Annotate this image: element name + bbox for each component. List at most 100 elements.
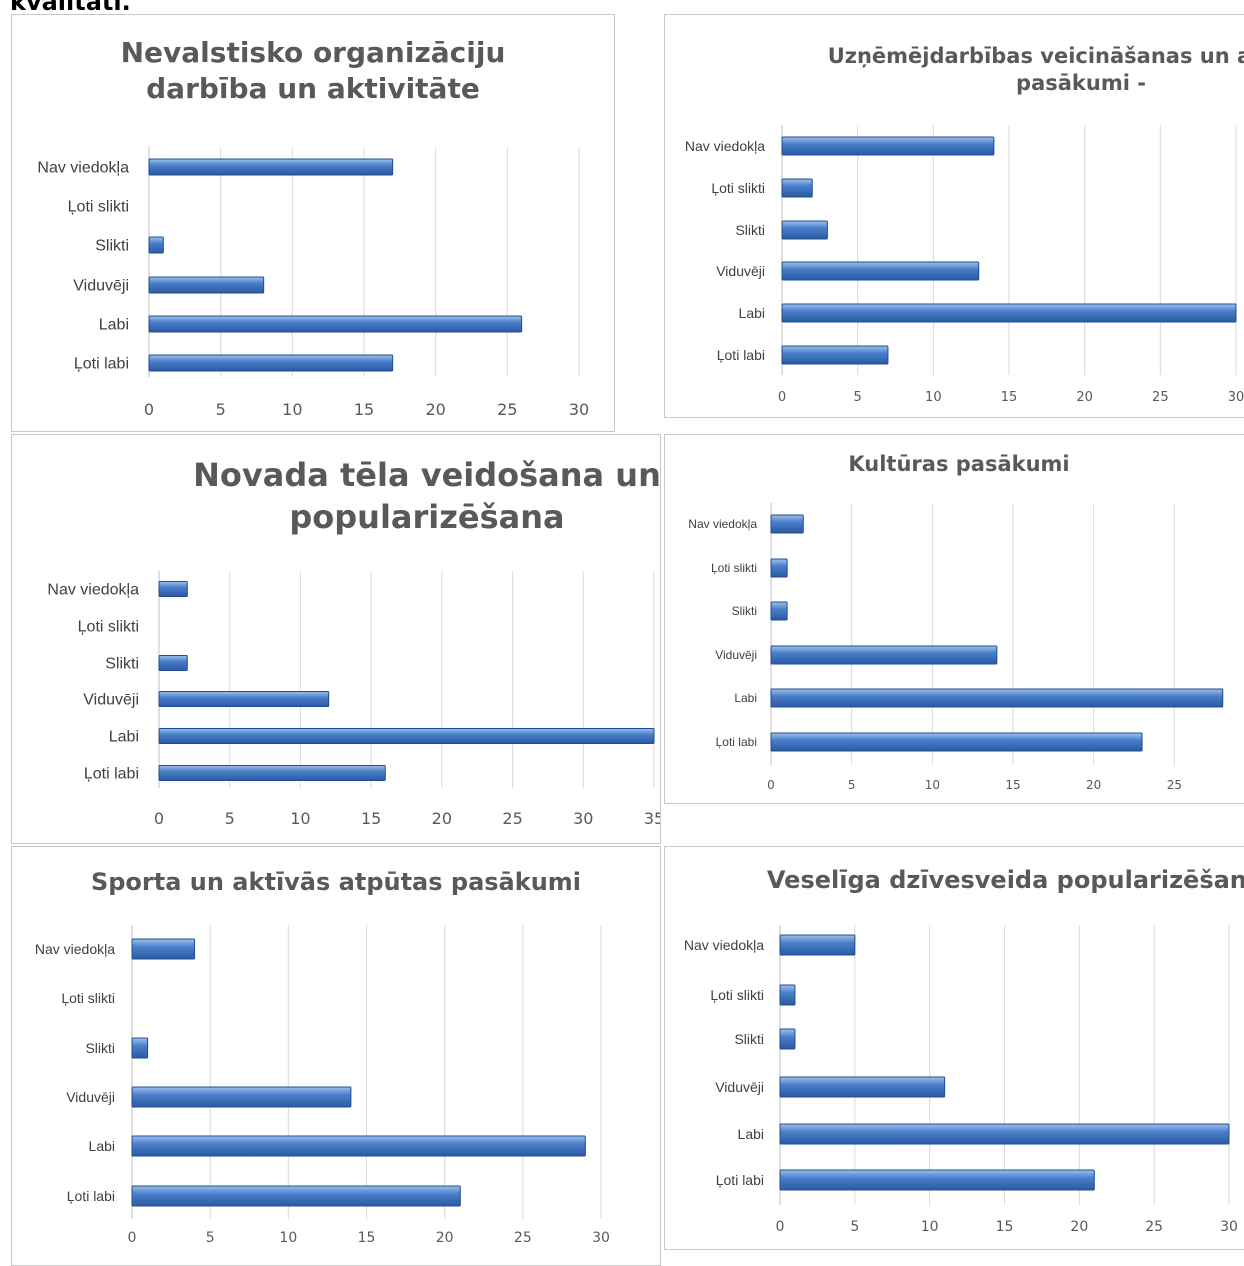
bar-chart-novads: 0 5 10 15 20 25 30 35 Nav viedokļa Ļoti slikti Sli… bbox=[47, 571, 661, 828]
bar-chart-business: 0 5 10 15 20 25 30 Nav viedokļa Ļoti slikti Slikt… bbox=[685, 125, 1244, 405]
x-tick-label: 25 bbox=[1145, 1219, 1163, 1235]
page-heading: kvalitāti. bbox=[10, 0, 131, 16]
y-category-label: Nav viedokļa bbox=[47, 582, 139, 599]
chart-title-line: popularizēšana bbox=[289, 497, 565, 536]
y-category-label: Labi bbox=[734, 691, 757, 705]
gridlines bbox=[779, 925, 1230, 1205]
y-category-label: Viduvēji bbox=[715, 648, 757, 662]
chart-panel-novads: Novada tēla veidošana un popularizēšana … bbox=[11, 434, 661, 844]
x-tick-label: 15 bbox=[358, 1230, 376, 1246]
x-tick-label: 10 bbox=[925, 390, 942, 405]
x-tick-label: 10 bbox=[921, 1219, 939, 1235]
x-tick-label: 0 bbox=[776, 1219, 785, 1235]
y-axis-category-labels: Nav viedokļa Ļoti slikti Slikti Viduvēji Lab… bbox=[688, 517, 757, 749]
bar bbox=[158, 581, 188, 597]
x-tick-label: 0 bbox=[128, 1230, 137, 1246]
x-tick-label: 20 bbox=[436, 1230, 454, 1246]
chart-title: Kultūras pasākumi bbox=[665, 451, 1244, 478]
y-category-label: Labi bbox=[109, 729, 139, 746]
y-category-label: Ļoti labi bbox=[74, 356, 129, 373]
y-axis-category-labels: Nav viedokļa Ļoti slikti Slikti Viduvēji Lab… bbox=[684, 937, 764, 1188]
bar bbox=[781, 345, 889, 365]
bar bbox=[158, 728, 655, 744]
bar bbox=[770, 645, 998, 665]
chart-title-line: Novada tēla veidošana un bbox=[193, 456, 661, 494]
y-category-label: Slikti bbox=[732, 604, 757, 618]
x-tick-label: 30 bbox=[592, 1230, 610, 1246]
y-category-label: Ļoti slikti bbox=[711, 180, 765, 196]
gridlines bbox=[148, 147, 580, 377]
bar bbox=[148, 276, 265, 294]
bar-chart-sport: 0 5 10 15 20 25 30 Nav viedokļa Ļoti slikti Slikt… bbox=[35, 925, 610, 1246]
bar bbox=[131, 1185, 461, 1207]
gridlines bbox=[158, 571, 655, 788]
y-axis-category-labels: Nav viedokļa Ļoti slikti Slikti Viduvēji Lab… bbox=[47, 582, 139, 783]
bars bbox=[770, 514, 1224, 752]
y-category-label: Viduvēji bbox=[73, 278, 129, 295]
bar bbox=[148, 158, 394, 176]
y-category-label: Nav viedokļa bbox=[37, 160, 129, 177]
y-category-label: Ļoti labi bbox=[84, 766, 139, 783]
x-tick-label: 20 bbox=[432, 809, 452, 828]
chart-panel-business: Uzņēmējdarbības veicināšanas un atbalsta… bbox=[664, 14, 1244, 418]
chart-title: Uzņēmējdarbības veicināšanas un atbalsta… bbox=[731, 43, 1244, 98]
y-category-label: Labi bbox=[738, 1126, 764, 1142]
x-tick-label: 10 bbox=[925, 778, 940, 792]
bar bbox=[148, 236, 164, 254]
y-category-label: Labi bbox=[89, 1138, 115, 1154]
bar bbox=[781, 136, 995, 156]
x-tick-label: 0 bbox=[144, 400, 154, 419]
y-category-label: Ļoti labi bbox=[716, 735, 757, 749]
gridlines bbox=[781, 125, 1237, 375]
x-tick-label: 5 bbox=[216, 400, 226, 419]
x-tick-label: 5 bbox=[854, 390, 862, 405]
bar-chart-ngo: 0 5 10 15 20 25 30 Nav viedokļa Ļoti slikti Slikt… bbox=[37, 147, 589, 419]
y-category-label: Ļoti slikti bbox=[78, 619, 139, 636]
bar bbox=[779, 1123, 1230, 1145]
y-category-label: Viduvēji bbox=[715, 1079, 764, 1095]
bar bbox=[148, 354, 394, 372]
bar bbox=[779, 1076, 946, 1098]
chart-panel-health: Veselīga dzīvesveida popularizēšana 0 5 10… bbox=[664, 846, 1244, 1250]
bar bbox=[781, 220, 828, 240]
x-tick-label: 20 bbox=[1070, 1219, 1088, 1235]
bars bbox=[158, 581, 655, 781]
x-tick-label: 25 bbox=[514, 1230, 532, 1246]
bar bbox=[770, 732, 1143, 752]
y-axis-category-labels: Nav viedokļa Ļoti slikti Slikti Viduvēji Lab… bbox=[685, 138, 765, 363]
chart-title-line: Uzņēmējdarbības veicināšanas un atbalsta bbox=[827, 44, 1244, 68]
bar bbox=[131, 1135, 586, 1157]
chart-title: Veselīga dzīvesveida popularizēšana bbox=[715, 865, 1244, 896]
bars bbox=[131, 938, 586, 1207]
bar bbox=[781, 303, 1237, 323]
x-tick-label: 15 bbox=[1005, 778, 1020, 792]
x-tick-label: 30 bbox=[573, 809, 593, 828]
y-category-label: Slikti bbox=[95, 238, 129, 255]
bar-chart-health: 0 5 10 15 20 25 30 Nav viedokļa Ļoti slikti Slikt… bbox=[684, 925, 1238, 1235]
bar bbox=[770, 514, 804, 534]
x-tick-label: 35 bbox=[644, 809, 661, 828]
bar bbox=[779, 934, 856, 956]
x-tick-label: 20 bbox=[1076, 390, 1093, 405]
bar bbox=[770, 601, 788, 621]
bar bbox=[131, 938, 196, 960]
chart-title: Novada tēla veidošana un popularizēšana bbox=[77, 455, 661, 538]
x-axis-tick-labels: 0 5 10 15 20 25 30 35 bbox=[154, 809, 661, 828]
chart-panel-ngo: Nevalstisko organizāciju darbība un akti… bbox=[11, 14, 615, 432]
x-tick-label: 30 bbox=[569, 400, 589, 419]
bars bbox=[779, 934, 1230, 1191]
x-tick-label: 25 bbox=[1167, 778, 1182, 792]
x-tick-label: 0 bbox=[778, 390, 786, 405]
x-tick-label: 30 bbox=[1220, 1219, 1238, 1235]
y-category-label: Viduvēji bbox=[716, 263, 765, 279]
y-category-label: Viduvēji bbox=[66, 1089, 115, 1105]
x-tick-label: 5 bbox=[848, 778, 856, 792]
bar bbox=[131, 1037, 149, 1059]
y-category-label: Ļoti slikti bbox=[711, 561, 757, 575]
x-tick-label: 15 bbox=[354, 400, 374, 419]
